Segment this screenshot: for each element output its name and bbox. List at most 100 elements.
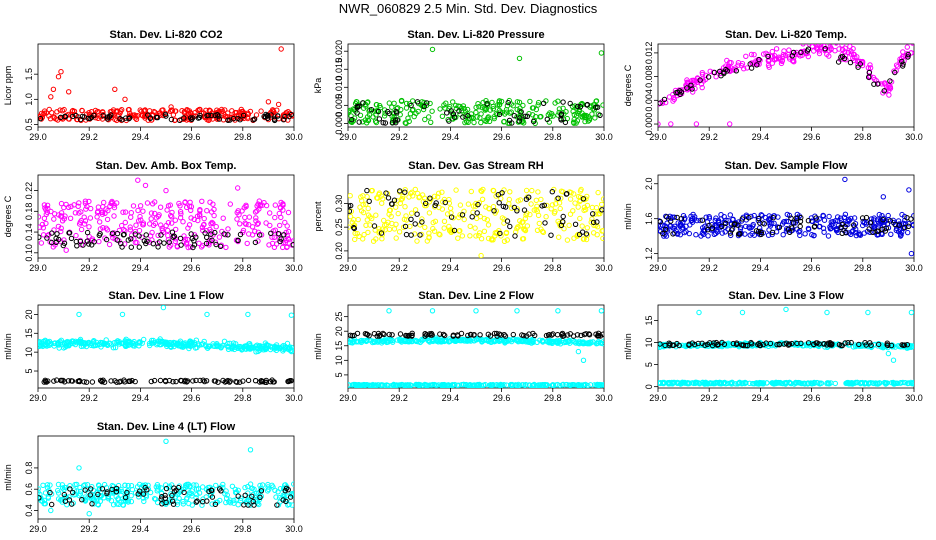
data-point (227, 497, 233, 503)
data-point (58, 228, 64, 235)
data-point (99, 379, 105, 385)
data-point (250, 345, 256, 351)
data-point (432, 218, 439, 225)
outlier-point (478, 252, 484, 258)
data-point (673, 90, 679, 96)
outlier-point (824, 309, 830, 316)
data-point (365, 212, 372, 218)
data-point (402, 187, 408, 193)
data-point (852, 54, 858, 61)
data-point (235, 493, 241, 499)
data-point (550, 382, 556, 388)
data-point (165, 341, 172, 347)
data-point (769, 220, 775, 227)
data-point (77, 219, 84, 225)
data-point (522, 215, 529, 222)
data-point (68, 203, 74, 210)
data-point (769, 229, 776, 236)
y-tick-label: 0.25 (334, 218, 344, 236)
data-point (851, 215, 858, 221)
data-point (391, 100, 397, 107)
data-point (112, 344, 119, 351)
data-point (139, 340, 145, 346)
data-point (148, 216, 154, 222)
data-point (574, 332, 581, 338)
data-point (662, 226, 669, 233)
data-point (579, 223, 585, 229)
data-point (855, 62, 861, 68)
data-point (122, 482, 128, 488)
data-point (216, 234, 223, 240)
y-axis-label: ml/min (3, 464, 13, 491)
y-tick-label: 0.8 (24, 462, 34, 475)
data-point (667, 223, 673, 229)
data-point (802, 231, 808, 237)
outlier-point (76, 465, 82, 471)
data-point (534, 208, 540, 214)
x-tick-label: 29.6 (803, 393, 821, 403)
data-point (140, 491, 147, 497)
data-point (848, 339, 854, 346)
data-point (590, 211, 596, 217)
data-point (516, 382, 522, 388)
data-point (394, 337, 401, 343)
data-point (77, 491, 84, 497)
data-point (900, 63, 906, 69)
data-point (197, 211, 203, 218)
data-point (529, 105, 536, 111)
y-tick-label: 10 (334, 355, 344, 365)
data-point (348, 113, 354, 119)
data-point (911, 213, 914, 219)
x-tick-label: 29.0 (29, 132, 47, 142)
data-point (257, 494, 263, 500)
data-point (503, 229, 510, 236)
data-point (383, 190, 389, 196)
data-point (249, 493, 255, 499)
data-point (271, 234, 277, 241)
data-point (145, 112, 151, 118)
y-axis-label: degrees C (623, 64, 633, 106)
data-point (66, 497, 73, 503)
plot-frame (657, 43, 915, 128)
data-point (364, 382, 370, 388)
data-point (827, 342, 833, 348)
data-point (510, 382, 516, 388)
data-point (900, 49, 906, 55)
data-point (105, 114, 111, 120)
chart-title: Stan. Dev. Line 2 Flow (418, 290, 534, 302)
data-point (290, 242, 294, 248)
data-point (155, 484, 162, 490)
data-point (489, 236, 495, 242)
data-point (380, 330, 386, 337)
data-point (42, 205, 48, 211)
data-point (658, 218, 663, 225)
data-point (200, 377, 206, 383)
data-point (806, 226, 812, 233)
data-point (573, 113, 580, 119)
data-point (143, 494, 150, 500)
data-point (556, 339, 562, 345)
data-point (394, 110, 400, 116)
data-point (181, 109, 188, 115)
data-point (564, 237, 571, 243)
data-point (356, 119, 362, 125)
x-tick-label: 29.4 (132, 393, 150, 403)
x-tick-label: 29.6 (493, 393, 511, 403)
data-point (97, 219, 103, 225)
data-point (703, 214, 709, 220)
data-point (522, 113, 528, 120)
data-point (756, 381, 762, 387)
data-point (692, 380, 698, 387)
data-point (272, 214, 278, 221)
data-point (164, 207, 170, 213)
data-point (102, 340, 109, 347)
data-point (127, 227, 134, 233)
x-tick-label: 29.2 (700, 132, 718, 142)
data-point (275, 231, 282, 237)
data-point (49, 110, 55, 116)
data-point (478, 188, 484, 194)
data-point (429, 108, 435, 114)
x-tick-label: 29.8 (854, 263, 872, 273)
data-point (467, 223, 473, 230)
data-point (239, 208, 245, 214)
